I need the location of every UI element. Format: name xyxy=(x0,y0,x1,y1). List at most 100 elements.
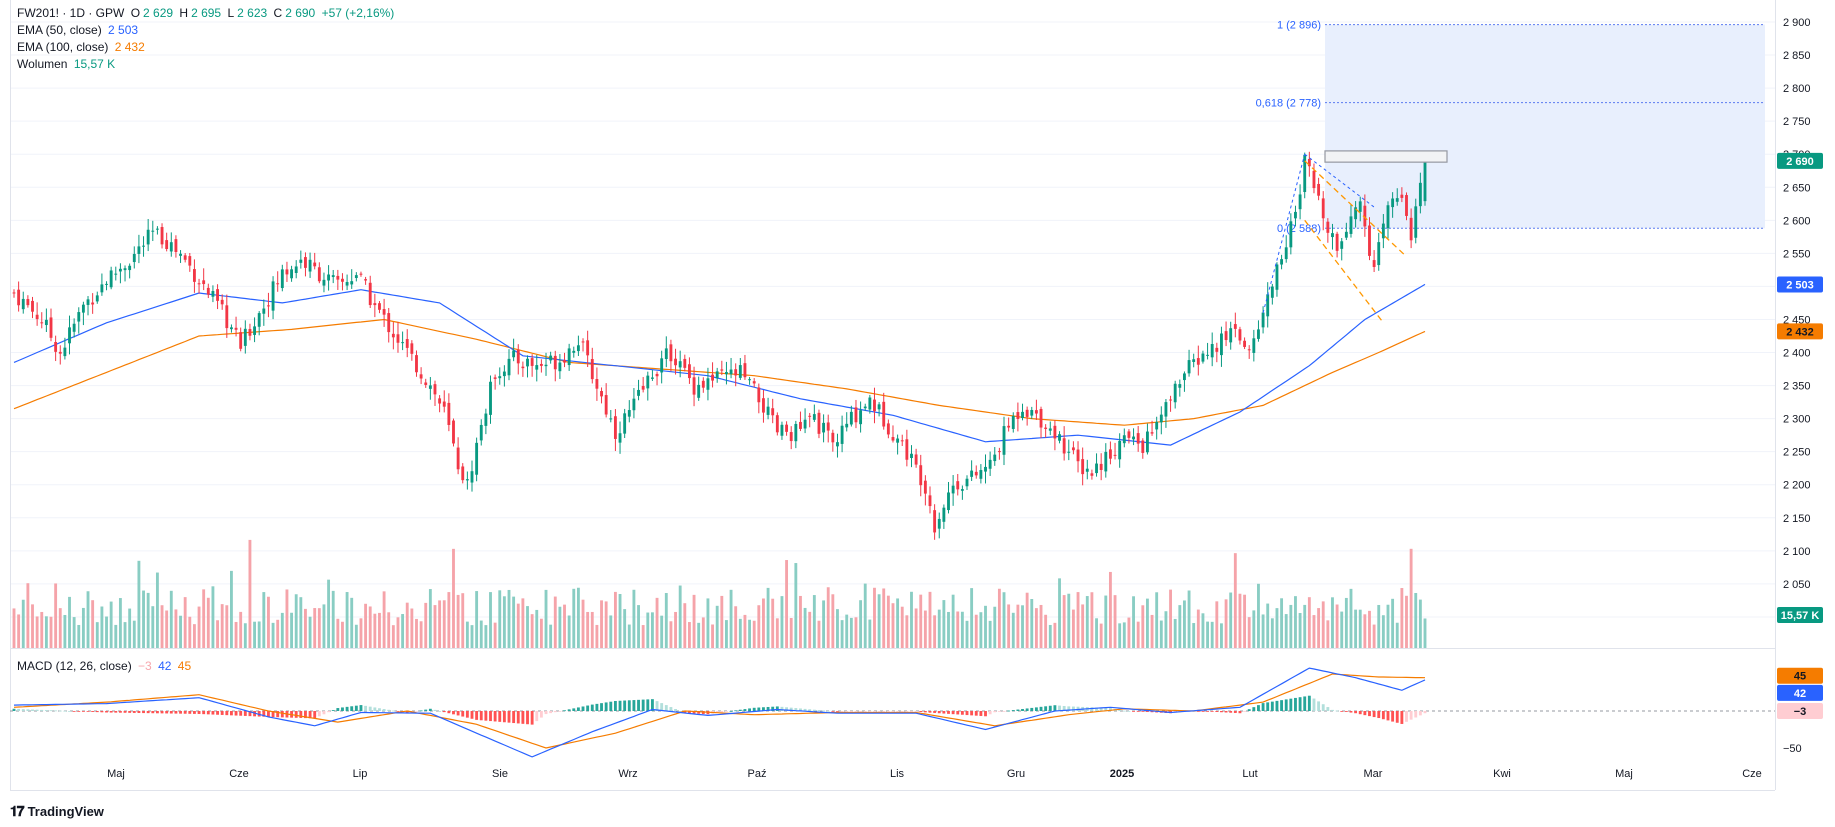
volume-bar xyxy=(1414,592,1418,648)
candle xyxy=(77,307,81,334)
volume-bar xyxy=(26,583,30,648)
volume-legend[interactable]: Wolumen 15,57 K xyxy=(17,56,118,72)
volume-bar xyxy=(1391,598,1395,648)
time-axis-label: Lis xyxy=(890,768,905,780)
candle-body xyxy=(1108,449,1112,459)
candle xyxy=(1270,283,1274,305)
volume-bar xyxy=(623,609,627,648)
macd-histogram-bar xyxy=(1067,706,1071,711)
volume-bar xyxy=(160,605,164,648)
candle xyxy=(63,337,67,360)
candle xyxy=(493,374,497,390)
volume-bar xyxy=(304,608,307,648)
macd-histogram-bar xyxy=(364,705,368,711)
candle xyxy=(942,504,946,529)
candle xyxy=(1368,217,1371,261)
ema100-value: 2 432 xyxy=(114,40,145,54)
candle-body xyxy=(230,327,233,330)
macd-histogram-bar xyxy=(757,707,761,711)
candle xyxy=(1113,442,1117,460)
candle-body xyxy=(1220,333,1223,356)
price-tick-label: 2 300 xyxy=(1783,414,1811,426)
candle xyxy=(1210,332,1214,367)
candle-body xyxy=(590,359,594,380)
candle-body xyxy=(31,300,34,312)
macd-histogram-bar xyxy=(415,711,418,712)
volume-bar xyxy=(627,624,631,648)
candle xyxy=(364,276,368,285)
candle xyxy=(225,294,229,338)
volume-bar xyxy=(21,599,25,648)
candle-body xyxy=(1132,436,1135,440)
candle-body xyxy=(174,239,178,252)
candle xyxy=(923,475,927,506)
candle xyxy=(322,272,326,293)
time-axis-label: Wrz xyxy=(618,768,637,780)
candle-body xyxy=(919,465,923,486)
macd-histogram-bar xyxy=(341,707,344,711)
candle-body xyxy=(1298,194,1302,210)
volume-bar xyxy=(12,608,16,648)
candle-body xyxy=(854,407,858,423)
candle-body xyxy=(581,341,585,343)
macd-histogram-bar xyxy=(655,701,659,711)
volume-bar xyxy=(1303,604,1307,648)
macd-line-badge-bg xyxy=(1777,684,1823,701)
candle-body xyxy=(725,372,728,375)
volume-bar xyxy=(655,597,659,648)
macd-histogram-bar xyxy=(1224,711,1228,713)
macd-signal-badge-bg xyxy=(1777,667,1823,684)
volume-bar xyxy=(1173,618,1177,648)
close-label: C xyxy=(273,6,283,20)
volume-bar xyxy=(1127,617,1131,648)
volume-bar xyxy=(1108,571,1112,648)
macd-histogram-bar xyxy=(68,711,71,712)
volume-bar xyxy=(211,586,215,648)
volume-bar xyxy=(984,605,987,648)
candle-body xyxy=(304,257,307,268)
candle xyxy=(650,370,654,381)
candle-body xyxy=(572,350,576,353)
macd-signal-badge-text: 45 xyxy=(1794,671,1806,683)
candle-body xyxy=(114,273,118,275)
ema50-legend[interactable]: EMA (50, close) 2 503 xyxy=(17,22,141,38)
macd-histogram-bar xyxy=(239,711,243,716)
volume-bar xyxy=(1118,623,1122,648)
volume-bar xyxy=(68,596,71,648)
volume-bar xyxy=(1132,596,1135,648)
candle-body xyxy=(1423,160,1427,202)
candle-body xyxy=(942,507,946,522)
candle-body xyxy=(442,401,446,407)
macd-histogram-bar xyxy=(1007,710,1011,712)
volume-bar xyxy=(771,598,775,648)
macd-histogram-bar xyxy=(63,710,67,712)
candle-body xyxy=(1164,402,1168,417)
macd-histogram-bar xyxy=(826,710,830,712)
ema100-legend[interactable]: EMA (100, close) 2 432 xyxy=(17,39,148,55)
macd-histogram-bar xyxy=(1289,698,1293,711)
candle-body xyxy=(165,240,169,250)
volume-bar xyxy=(1354,609,1358,648)
macd-histogram-bar xyxy=(863,711,867,712)
candle-body xyxy=(1312,170,1316,189)
candle xyxy=(49,308,53,342)
macd-legend[interactable]: MACD (12, 26, close) −3 42 45 xyxy=(17,658,194,674)
candle xyxy=(1321,191,1325,231)
volume-bar xyxy=(174,609,178,648)
volume-bar xyxy=(17,614,21,648)
tradingview-brand[interactable]: 𝟏𝟕 TradingView xyxy=(10,803,104,820)
macd-histogram-bar xyxy=(1326,707,1330,711)
volume-bar xyxy=(808,611,812,648)
candle xyxy=(1284,235,1288,263)
candle xyxy=(1099,453,1103,481)
macd-histogram-bar xyxy=(868,711,872,712)
macd-histogram-bar xyxy=(216,711,219,715)
volume-bar xyxy=(475,591,479,648)
volume-bar xyxy=(900,606,904,648)
volume-bar xyxy=(836,609,839,648)
volume-bar xyxy=(58,608,62,648)
macd-histogram-bar xyxy=(1039,706,1043,711)
candle xyxy=(1076,441,1080,473)
candle-body xyxy=(267,305,270,307)
